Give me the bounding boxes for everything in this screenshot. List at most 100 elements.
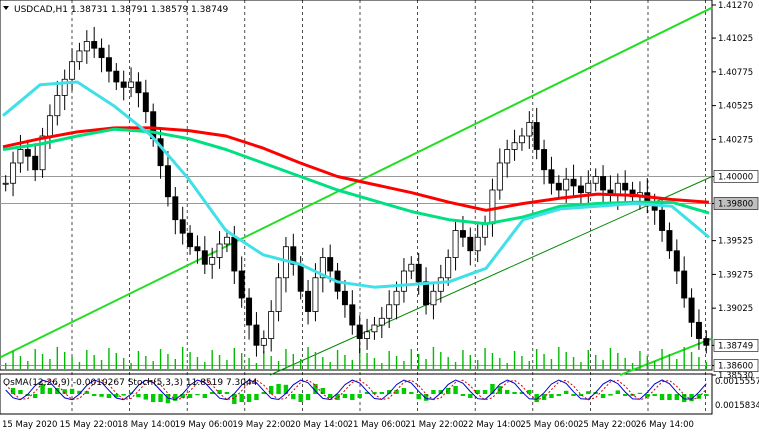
candle-body xyxy=(260,338,267,346)
candle-body xyxy=(172,196,179,221)
main-plot-frame xyxy=(0,0,713,371)
candle-body xyxy=(98,47,105,59)
candle-body xyxy=(356,324,363,339)
price-tick-label: 1.39275 xyxy=(718,270,753,280)
time-tick-label: 25 May 22:00 xyxy=(578,420,636,430)
level-label-box xyxy=(713,197,759,210)
candle-body xyxy=(533,122,540,150)
time-axis: 15 May 2020 15 May 22:00 18 May 14:00 19 Ma… xyxy=(2,420,694,430)
candle-body xyxy=(467,236,474,252)
candle-body xyxy=(423,281,430,306)
candle-body xyxy=(364,331,371,339)
candle-body xyxy=(135,81,142,94)
price-tick-label: 1.40525 xyxy=(718,102,753,112)
candle-body xyxy=(592,176,599,184)
indicator-panel xyxy=(5,379,709,404)
candle-body xyxy=(128,81,135,88)
candle-body xyxy=(408,263,415,272)
price-tick-label: 1.40775 xyxy=(718,68,753,78)
level-label: 1.40000 xyxy=(718,172,753,182)
time-tick-label: 15 May 22:00 xyxy=(60,420,118,430)
header-triangle-icon xyxy=(3,6,9,10)
candle-body xyxy=(541,149,548,171)
candle-body xyxy=(290,246,297,265)
candle-body xyxy=(327,257,334,272)
candle-body xyxy=(187,232,194,248)
price-tick-label: 1.41025 xyxy=(718,34,753,44)
candle-body xyxy=(504,149,511,164)
price-tick-label: 1.40275 xyxy=(718,135,753,145)
candle-body xyxy=(703,338,710,346)
candle-body xyxy=(511,142,518,150)
trend-channel xyxy=(0,6,713,376)
candle-body xyxy=(297,263,304,292)
chart-header: USDCAD,H1 1.38731 1.38791 1.38579 1.3874… xyxy=(14,5,229,15)
ma-line-1 xyxy=(2,127,710,226)
candle-body xyxy=(341,290,348,306)
price-tick-label: 1.39525 xyxy=(718,237,753,247)
indicator-label: OsMA(12,26,9) -0.0010267 Stoch(5,3,3) 11… xyxy=(3,378,258,388)
candle-body xyxy=(312,277,319,312)
candle-body xyxy=(2,182,9,185)
candle-body xyxy=(437,277,444,292)
candle-body xyxy=(459,230,466,238)
candle-body xyxy=(24,149,31,157)
candle-body xyxy=(496,162,503,191)
time-tick-label: 19 May 22:00 xyxy=(232,420,290,430)
candle-body xyxy=(570,178,577,187)
candle-body xyxy=(105,57,112,72)
candle-body xyxy=(46,115,53,137)
candle-body xyxy=(194,246,201,252)
candle-body xyxy=(673,250,680,272)
channel-upper-line xyxy=(0,6,713,359)
indicator-tick-label: 0.0015557 xyxy=(715,377,759,387)
candle-body xyxy=(555,182,562,191)
time-tick-label: 19 May 06:00 xyxy=(175,420,233,430)
channel-lower-line xyxy=(619,337,713,376)
candle-body xyxy=(76,50,83,63)
channel-mid-line xyxy=(269,176,713,376)
price-tick-label: 1.41270 xyxy=(718,1,753,11)
level-label-box xyxy=(713,170,759,183)
candle-body xyxy=(622,182,629,191)
candle-body xyxy=(39,135,46,171)
time-tick-label: 20 May 14:00 xyxy=(290,420,348,430)
candle-body xyxy=(69,61,76,80)
candle-body xyxy=(275,277,282,312)
time-tick-label: 22 May 14:00 xyxy=(463,420,521,430)
candle-body xyxy=(231,236,238,272)
candle-body xyxy=(319,257,326,279)
time-tick-label: 26 May 14:00 xyxy=(636,420,694,430)
indicator-tick-label: 0.0015834 xyxy=(715,401,759,411)
candle-body xyxy=(548,169,555,184)
candle-body xyxy=(659,209,666,231)
price-tick-label: 1.38530 xyxy=(718,371,753,381)
candle-body xyxy=(681,270,688,299)
candle-body xyxy=(10,162,17,184)
candle-body xyxy=(695,321,702,339)
ma-line-2 xyxy=(2,80,710,289)
candle-body xyxy=(577,185,584,194)
candle-body xyxy=(253,324,260,346)
candle-body xyxy=(120,81,127,88)
candle-body xyxy=(246,297,253,326)
time-tick-label: 21 May 06:00 xyxy=(348,420,406,430)
candle-body xyxy=(482,223,489,238)
candle-body xyxy=(688,297,695,323)
candle-body xyxy=(91,41,98,49)
candle-body xyxy=(666,230,673,252)
candle-body xyxy=(489,189,496,225)
candle-body xyxy=(393,290,400,306)
level-label-box xyxy=(713,339,759,352)
candle-body xyxy=(585,182,592,194)
candle-body xyxy=(201,250,208,265)
level-label: 1.38600 xyxy=(718,362,753,372)
candle-body xyxy=(371,324,378,333)
candle-body xyxy=(61,78,68,96)
candle-body xyxy=(268,311,275,339)
stoch-signal-line xyxy=(5,379,707,401)
candle-body xyxy=(113,70,120,83)
level-label: 1.38749 xyxy=(718,341,753,351)
